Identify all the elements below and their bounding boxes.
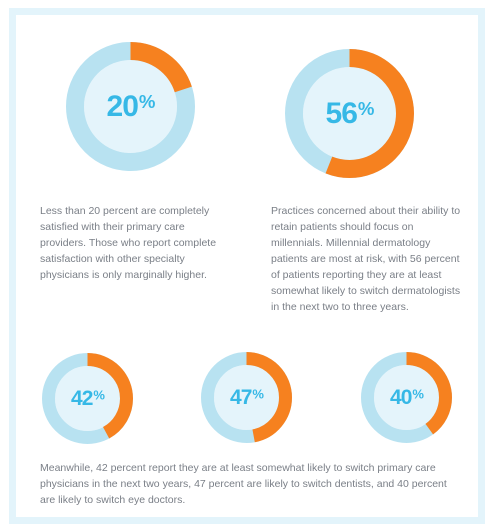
percent-label: 42% [42,353,133,444]
donut-center [374,365,439,430]
donut-value-slice [361,352,452,443]
percent-label: 20% [66,42,195,171]
donut-center [214,365,279,430]
donut-chart-millennial-dermatology: 56% [285,49,414,178]
caption-switch-providers: Meanwhile, 42 percent report they are at… [40,462,447,506]
percent-label: 40% [361,352,452,443]
percent-value: 20 [106,89,139,123]
donut-chart-eye-doctor-switch: 40% [361,352,452,443]
percent-sign: % [357,97,375,119]
percent-label: 47% [201,352,292,443]
percent-value: 42 [71,386,93,410]
donut-value-slice [42,353,133,444]
donut-value-slice [66,42,195,171]
donut-center [55,366,120,431]
caption-primary-care-satisfaction: Less than 20 percent are completely sati… [40,205,217,281]
percent-label: 56% [285,49,414,178]
percent-sign: % [138,90,156,112]
percent-value: 56 [325,96,358,130]
donut-chart-primary-care-satisfaction: 20% [66,42,195,171]
percent-sign: % [93,387,105,403]
percent-value: 40 [390,385,412,409]
donut-center [84,60,177,153]
caption-millennial-dermatology: Practices concerned about their ability … [271,205,461,313]
percent-value: 47 [230,385,252,409]
donut-chart-primary-care-switch: 42% [42,353,133,444]
donut-chart-dentist-switch: 47% [201,352,292,443]
percent-sign: % [252,386,264,402]
donut-center [303,67,396,160]
donut-value-slice [285,49,414,178]
percent-sign: % [412,386,424,402]
donut-value-slice [201,352,292,443]
